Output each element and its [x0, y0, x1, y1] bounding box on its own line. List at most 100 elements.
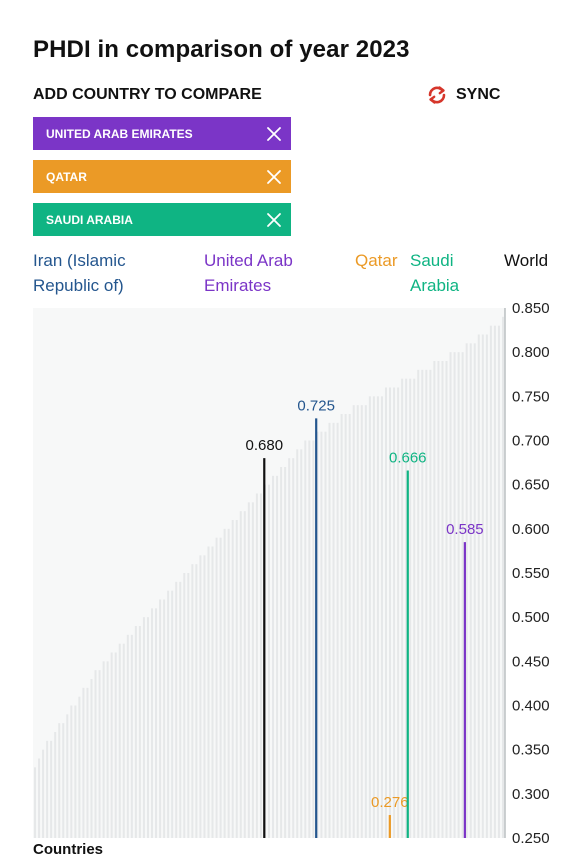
close-icon[interactable]: [265, 168, 283, 186]
legend-item-uae: United Arab Emirates: [204, 251, 293, 295]
background-bar: [122, 643, 125, 838]
background-bar: [223, 528, 226, 838]
background-bar: [259, 493, 262, 838]
background-bar: [417, 369, 420, 838]
background-bar: [485, 334, 488, 838]
background-bar: [187, 573, 190, 838]
background-bar: [389, 387, 392, 838]
background-bar: [433, 361, 436, 838]
background-bar: [413, 378, 416, 838]
background-bar: [54, 732, 57, 838]
background-bar: [90, 679, 93, 838]
background-bar: [364, 405, 367, 838]
background-bar: [142, 617, 145, 838]
background-bar: [336, 422, 339, 838]
background-bar: [296, 449, 299, 838]
background-bar: [328, 422, 331, 838]
background-bar: [78, 696, 81, 838]
background-bar: [304, 440, 307, 838]
country-tag-label: QATAR: [46, 169, 87, 184]
background-bar: [167, 590, 170, 838]
background-bar: [465, 343, 468, 838]
background-bar: [421, 369, 424, 838]
background-bar: [175, 581, 178, 838]
close-icon[interactable]: [265, 211, 283, 229]
background-bar: [114, 652, 117, 838]
background-bar: [195, 564, 198, 838]
background-bar: [429, 369, 432, 838]
background-bar: [272, 475, 275, 838]
legend-item-saudi-arabia: Saudi Arabia: [410, 251, 460, 295]
background-bar: [441, 361, 444, 838]
background-bar: [130, 634, 133, 838]
background-bar: [34, 767, 37, 838]
country-tag-label: SAUDI ARABIA: [46, 212, 133, 227]
background-bar: [94, 670, 97, 838]
background-bar: [461, 352, 464, 838]
background-bar: [243, 511, 246, 838]
background-bar: [146, 617, 149, 838]
background-bar: [110, 652, 113, 838]
background-bar: [207, 546, 210, 838]
legend-item-world: World: [504, 251, 549, 270]
background-bar: [437, 361, 440, 838]
data-label: 0.725: [297, 397, 335, 414]
background-bar: [481, 334, 484, 838]
background-bar: [425, 369, 428, 838]
background-bar: [401, 378, 404, 838]
background-bar: [134, 626, 137, 838]
background-bar: [300, 449, 303, 838]
legend-item-iran: Iran (Islamic Republic of): [33, 251, 126, 295]
close-icon[interactable]: [265, 125, 283, 143]
background-bar: [288, 458, 291, 838]
data-label: 0.680: [246, 437, 284, 454]
background-bar: [493, 325, 496, 839]
background-bar: [58, 723, 61, 838]
background-bar: [360, 405, 363, 838]
y-tick-label: 0.650: [512, 477, 550, 494]
y-tick-label: 0.250: [512, 830, 550, 847]
background-bar: [352, 405, 355, 838]
background-bar: [469, 343, 472, 838]
background-bar: [82, 687, 85, 838]
background-bar: [98, 670, 101, 838]
background-bar: [138, 626, 141, 838]
x-axis-label: Countries: [33, 841, 104, 858]
background-bar: [312, 440, 315, 838]
y-tick-label: 0.450: [512, 653, 550, 670]
country-tag-uae: UNITED ARAB EMIRATES: [33, 117, 291, 150]
background-bar: [199, 555, 202, 838]
add-country-label[interactable]: ADD COUNTRY TO COMPARE: [33, 86, 262, 103]
background-bar: [344, 414, 347, 838]
country-tag-saudi-arabia: SAUDI ARABIA: [33, 203, 291, 236]
background-bar: [497, 325, 500, 839]
background-bar: [251, 502, 254, 838]
background-bar: [384, 387, 387, 838]
background-bar: [368, 396, 371, 838]
background-bar: [489, 325, 492, 839]
background-bar: [179, 581, 182, 838]
background-bar: [380, 396, 383, 838]
background-bar: [171, 590, 174, 838]
y-tick-label: 0.850: [512, 300, 550, 317]
data-label: 0.276: [371, 794, 409, 811]
background-bar: [393, 387, 396, 838]
background-bar: [376, 396, 379, 838]
sync-button[interactable]: SYNC: [426, 82, 500, 108]
data-label: 0.585: [446, 521, 484, 538]
background-bar: [191, 564, 194, 838]
background-bar: [409, 378, 412, 838]
background-bar: [155, 608, 158, 838]
sync-icon: [428, 86, 446, 104]
background-bar: [159, 599, 162, 838]
background-bar: [118, 643, 121, 838]
background-bar: [239, 511, 242, 838]
background-bar: [284, 467, 287, 838]
background-bar: [203, 555, 206, 838]
background-bar: [74, 705, 77, 838]
y-tick-label: 0.800: [512, 344, 550, 361]
background-bar: [324, 431, 327, 838]
background-bar: [211, 546, 214, 838]
background-bar: [38, 758, 41, 838]
country-tag-qatar: QATAR: [33, 160, 291, 193]
